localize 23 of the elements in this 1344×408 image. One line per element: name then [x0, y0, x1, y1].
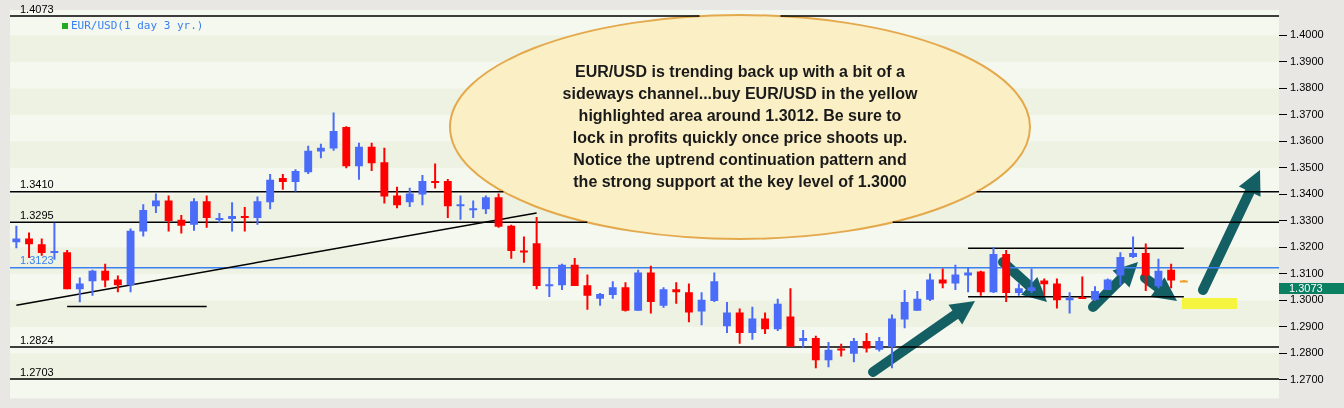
- ref-line-label: 1.2703: [20, 365, 54, 378]
- y-tick-label: 1.4000: [1290, 28, 1324, 41]
- text: 1.3073: [1289, 282, 1323, 295]
- y-tick-label: 1.3500: [1290, 160, 1324, 173]
- ref-line-label: 1.3295: [20, 208, 54, 221]
- y-tick-label: 1.2900: [1290, 319, 1324, 332]
- y-tick-label: 1.3700: [1290, 107, 1324, 120]
- ref-line-label: 1.2824: [20, 333, 54, 346]
- ref-line-label: 1.3410: [20, 178, 54, 191]
- ref-line-label: 1.3123: [20, 254, 54, 267]
- y-tick-label: 1.3300: [1290, 213, 1324, 226]
- y-tick-label: 1.3400: [1290, 187, 1324, 200]
- y-tick-label: 1.3900: [1290, 54, 1324, 67]
- y-tick-label: 1.3600: [1290, 134, 1324, 147]
- y-tick-label: 1.3100: [1290, 266, 1324, 279]
- y-tick-label: 1.2700: [1290, 372, 1324, 385]
- annotation: EUR/USD is trending back up with a bit of a sideways channel...buy EUR/USD in the yellow highlighted area around 1.3012. Be sure to lock in profits quickly once price shoots up. Notice the uptrend continuation pattern and the strong support at the key level of 1.3000: [562, 62, 918, 192]
- text: EUR/USD(1 day 3 yr.): [71, 19, 204, 32]
- y-tick-label: 1.2800: [1290, 346, 1324, 359]
- ref-line-label: 1.4073: [20, 2, 54, 15]
- y-tick-label: 1.3800: [1290, 81, 1324, 94]
- y-tick-label: 1.3200: [1290, 240, 1324, 253]
- y-tick-label: 1.3000: [1290, 293, 1324, 306]
